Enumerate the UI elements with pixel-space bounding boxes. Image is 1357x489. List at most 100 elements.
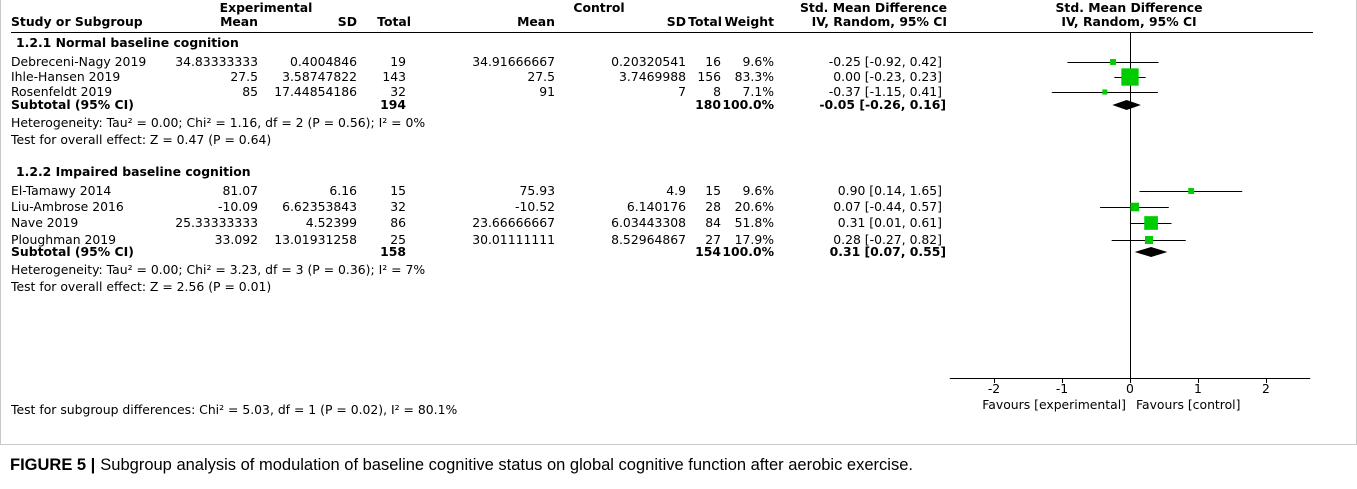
subgroup-title: 1.2.2 Impaired baseline cognition	[16, 164, 251, 179]
subtotal-effect: -0.05 [-0.26, 0.16]	[819, 97, 946, 112]
study-weight: 17.9%	[734, 232, 774, 247]
x-tick-label: 0	[1126, 381, 1134, 396]
study-weight: 9.6%	[742, 183, 774, 198]
subtotal-exp-total: 194	[380, 97, 406, 112]
study-marker	[1130, 202, 1140, 212]
subtotal-label: Subtotal (95% CI)	[11, 97, 134, 112]
subtotal-ctl-total: 154	[695, 244, 721, 259]
study-weight: 9.6%	[742, 54, 774, 69]
study-exp-sd: 6.62353843	[282, 199, 357, 214]
study-marker	[1102, 89, 1108, 95]
forest-plot: -2 -1 0 1 2 Favours [experimental] Favours [co…	[949, 32, 1311, 412]
study-exp-mean: 25.33333333	[175, 215, 258, 230]
subtotal-weight: 100.0%	[722, 244, 774, 259]
subtotal-exp-total: 158	[380, 244, 406, 259]
study-effect: 0.31 [0.01, 0.61]	[837, 215, 942, 230]
study-exp-total: 15	[390, 183, 406, 198]
study-ctl-total: 16	[705, 54, 721, 69]
study-ctl-sd: 6.03443308	[611, 215, 686, 230]
study-ctl-sd: 4.9	[666, 183, 686, 198]
study-ctl-mean: 75.93	[519, 183, 555, 198]
ctl-total-header: Total	[688, 14, 722, 29]
study-ctl-sd: 3.7469988	[618, 69, 686, 84]
study-effect: -0.37 [-1.15, 0.41]	[828, 84, 942, 99]
weight-header: Weight	[724, 14, 775, 29]
study-marker	[1144, 216, 1158, 230]
smd-method-header: IV, Random, 95% CI	[811, 14, 947, 29]
plot-method-header: IV, Random, 95% CI	[1061, 14, 1197, 29]
study-exp-mean: 81.07	[222, 183, 258, 198]
study-name: Debreceni-Nagy 2019	[11, 54, 147, 69]
study-effect: -0.25 [-0.92, 0.42]	[828, 54, 942, 69]
study-marker	[1110, 59, 1116, 65]
study-exp-sd: 0.4004846	[289, 54, 357, 69]
study-weight: 51.8%	[734, 215, 774, 230]
favours-experimental-label: Favours [experimental]	[982, 397, 1126, 412]
study-marker	[1188, 188, 1195, 194]
study-marker	[1121, 68, 1139, 86]
study-ctl-mean: 34.91666667	[472, 54, 555, 69]
study-ctl-sd: 6.140176	[626, 199, 686, 214]
study-exp-mean: 34.83333333	[175, 54, 258, 69]
study-exp-sd: 3.58747822	[282, 69, 357, 84]
study-ctl-sd: 7	[678, 84, 686, 99]
ctl-sd-header: SD	[666, 14, 686, 29]
study-name: El-Tamawy 2014	[11, 183, 112, 198]
study-exp-sd: 17.44854186	[274, 84, 357, 99]
smd-column-title: Std. Mean Difference	[799, 0, 947, 15]
study-exp-mean: 33.092	[214, 232, 258, 247]
subtotal-weight: 100.0%	[722, 97, 774, 112]
overall-effect-text: Test for overall effect: Z = 0.47 (P = 0…	[11, 132, 272, 147]
figure-caption: FIGURE 5 | Subgroup analysis of modulatio…	[10, 456, 913, 475]
study-ctl-total: 84	[705, 215, 721, 230]
study-ctl-total: 156	[697, 69, 721, 84]
study-exp-total: 32	[390, 199, 406, 214]
study-exp-total: 25	[390, 232, 406, 247]
subtotal-effect: 0.31 [0.07, 0.55]	[829, 244, 946, 259]
x-tick-label: -1	[1056, 381, 1068, 396]
favours-control-label: Favours [control]	[1136, 397, 1240, 412]
subtotal-diamond	[1134, 247, 1168, 257]
study-exp-total: 32	[390, 84, 406, 99]
study-effect: 0.00 [-0.23, 0.23]	[833, 69, 942, 84]
study-ctl-mean: 23.66666667	[472, 215, 555, 230]
study-ctl-total: 8	[713, 84, 721, 99]
ctl-mean-header: Mean	[517, 14, 555, 29]
subgroup-title: 1.2.1 Normal baseline cognition	[16, 35, 239, 50]
forest-plot-figure: -2 -1 0 1 2 Favours [experimental] Favours [co…	[0, 0, 1357, 445]
study-name: Liu-Ambrose 2016	[11, 199, 124, 214]
study-ctl-total: 15	[705, 183, 721, 198]
study-ctl-sd: 0.20320541	[611, 54, 686, 69]
study-effect: 0.90 [0.14, 1.65]	[837, 183, 942, 198]
study-weight: 20.6%	[734, 199, 774, 214]
x-tick-label: 2	[1262, 381, 1270, 396]
control-group-header: Control	[573, 0, 625, 15]
study-effect: 0.07 [-0.44, 0.57]	[833, 199, 942, 214]
study-name: Ploughman 2019	[11, 232, 117, 247]
study-ctl-sd: 8.52964867	[611, 232, 686, 247]
x-tick-label: 1	[1194, 381, 1202, 396]
study-exp-total: 143	[382, 69, 406, 84]
experimental-group-header: Experimental	[219, 0, 313, 15]
subtotal-ctl-total: 180	[695, 97, 721, 112]
study-ctl-mean: 27.5	[527, 69, 555, 84]
study-exp-sd: 6.16	[329, 183, 357, 198]
study-marker	[1145, 235, 1154, 245]
figure-label: FIGURE 5 |	[10, 456, 96, 474]
study-exp-mean: 27.5	[230, 69, 258, 84]
overall-effect-text: Test for overall effect: Z = 2.56 (P = 0…	[11, 279, 272, 294]
exp-total-header: Total	[377, 14, 411, 29]
study-weight: 83.3%	[734, 69, 774, 84]
study-ctl-mean: 30.01111111	[472, 232, 555, 247]
study-weight: 7.1%	[742, 84, 774, 99]
study-exp-sd: 4.52399	[305, 215, 357, 230]
study-effect: 0.28 [-0.27, 0.82]	[833, 232, 942, 247]
heterogeneity-text: Heterogeneity: Tau² = 0.00; Chi² = 3.23,…	[11, 262, 426, 277]
study-exp-mean: -10.09	[218, 199, 258, 214]
study-exp-total: 19	[390, 54, 406, 69]
study-column-header: Study or Subgroup	[11, 14, 143, 29]
study-ctl-total: 27	[705, 232, 721, 247]
study-exp-sd: 13.01931258	[274, 232, 357, 247]
caption-text: Subgroup analysis of modulation of basel…	[100, 456, 913, 474]
subgroup-differences-text: Test for subgroup differences: Chi² = 5.…	[11, 402, 458, 417]
